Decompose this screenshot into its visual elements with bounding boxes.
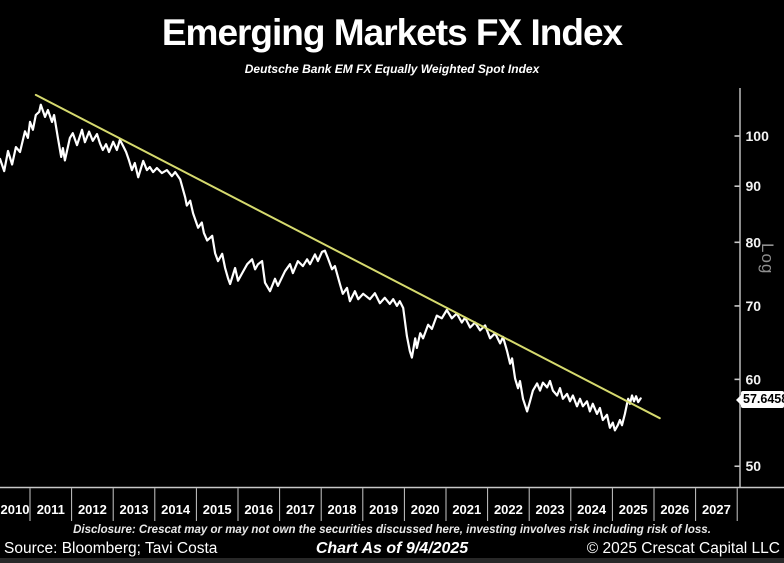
year-label: 2013 xyxy=(120,502,149,517)
year-label: 2021 xyxy=(452,502,481,517)
year-label: 2025 xyxy=(619,502,648,517)
y-axis-scale-label: Log xyxy=(758,243,777,275)
source-credit: Source: Bloomberg; Tavi Costa xyxy=(4,540,218,557)
year-label: 2012 xyxy=(78,502,107,517)
year-label: 2015 xyxy=(203,502,232,517)
chart-subtitle: Deutsche Bank EM FX Equally Weighted Spo… xyxy=(244,62,540,76)
year-label: 2014 xyxy=(161,502,191,517)
year-label: 2018 xyxy=(328,502,357,517)
year-label: 2027 xyxy=(702,502,731,517)
last-price-callout: 57.6458 xyxy=(736,391,784,408)
y-tick-label: 100 xyxy=(746,128,770,144)
year-label: 2010 xyxy=(1,502,30,517)
year-label: 2023 xyxy=(536,502,565,517)
price-line xyxy=(0,103,642,432)
year-label: 2026 xyxy=(660,502,689,517)
bottom-border-strip xyxy=(0,558,784,563)
year-label: 2024 xyxy=(577,502,607,517)
copyright-notice: © 2025 Crescat Capital LLC xyxy=(586,540,780,557)
year-label: 2022 xyxy=(494,502,523,517)
y-tick-label: 70 xyxy=(746,298,762,314)
year-label: 2020 xyxy=(411,502,440,517)
year-label: 2017 xyxy=(286,502,315,517)
trendline xyxy=(34,93,661,420)
disclosure-text: Disclosure: Crescat may or may not own t… xyxy=(73,524,711,536)
page-title: Emerging Markets FX Index xyxy=(161,12,623,53)
y-tick-label: 50 xyxy=(746,458,762,474)
year-label: 2019 xyxy=(369,502,398,517)
year-label: 2011 xyxy=(37,502,65,517)
y-tick-label: 80 xyxy=(746,234,762,250)
last-price-value: 57.6458 xyxy=(743,392,784,406)
y-tick-label: 90 xyxy=(746,178,762,194)
footer: Source: Bloomberg; Tavi Costa Chart As o… xyxy=(0,540,784,558)
year-label: 2016 xyxy=(244,502,273,517)
chart-as-of-date: Chart As of 9/4/2025 xyxy=(315,540,469,557)
y-tick-label: 60 xyxy=(746,371,762,387)
